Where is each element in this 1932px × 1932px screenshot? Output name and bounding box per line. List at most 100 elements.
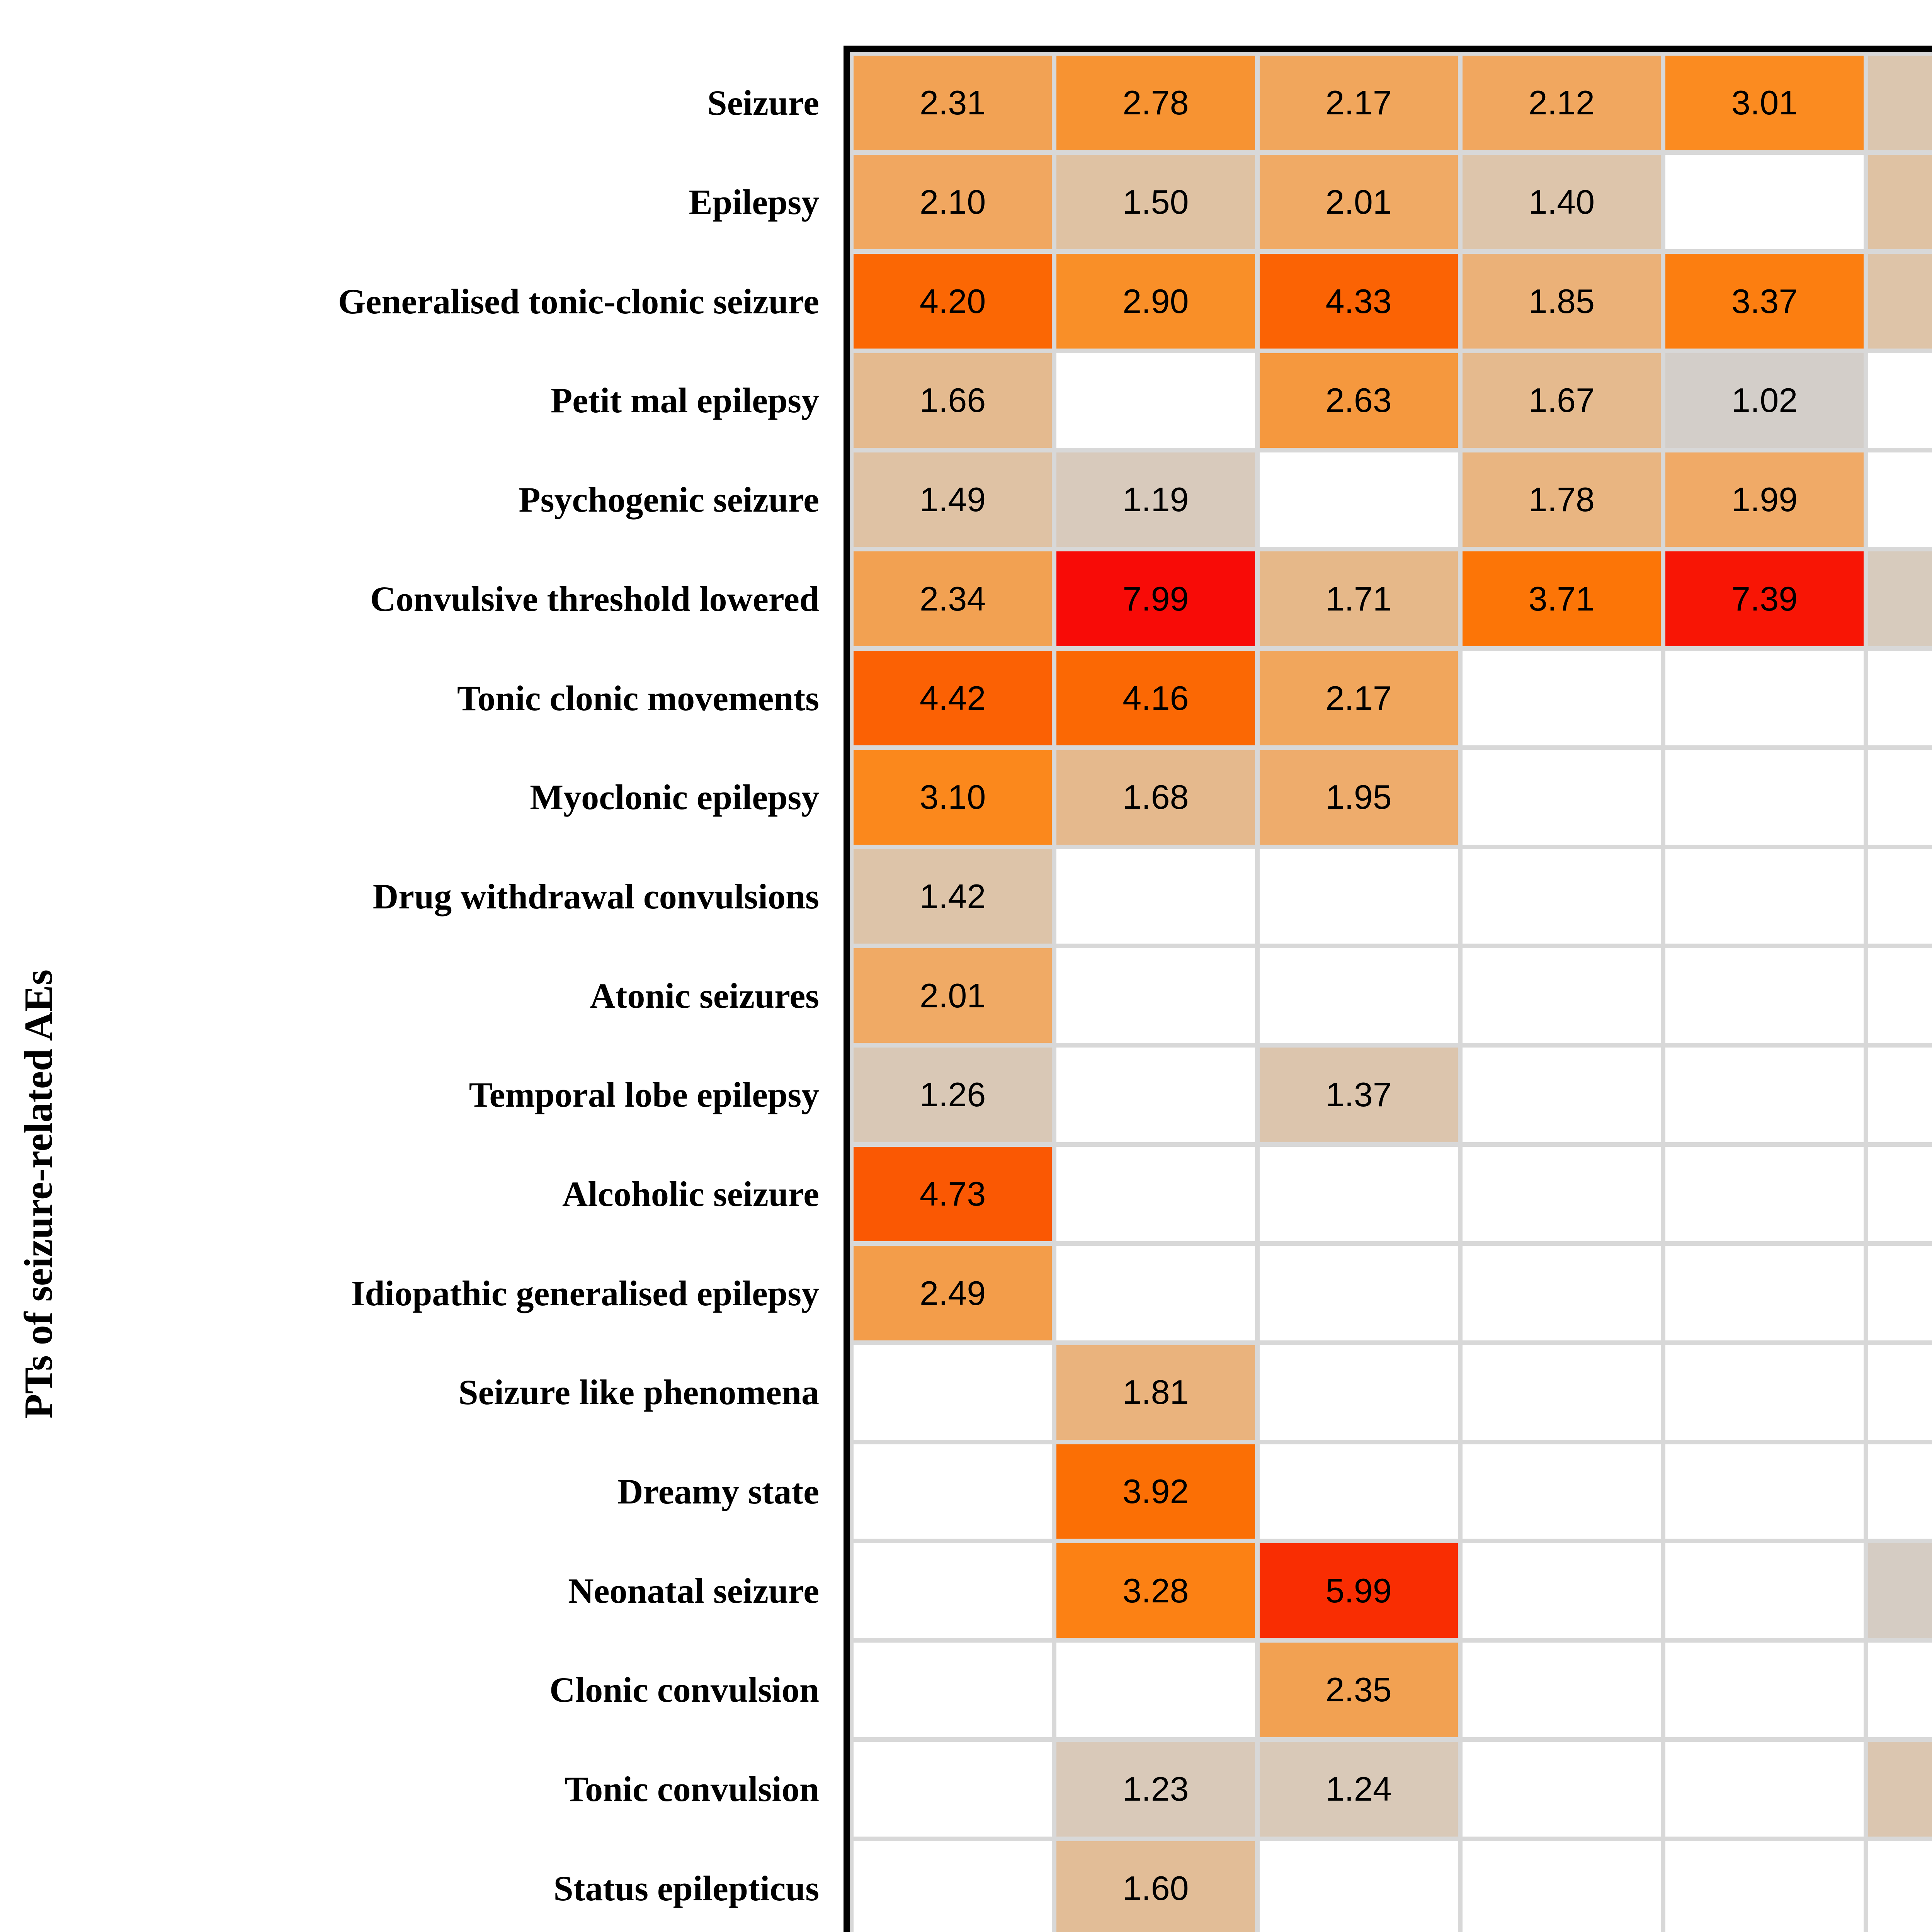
heatmap-cell: 2.17 [1260,651,1458,745]
y-axis-label: Petit mal epilepsy [23,377,819,423]
heatmap-cell [1260,849,1458,944]
heatmap-cell: 2.12 [1463,56,1661,150]
heatmap-cell [1665,1742,1864,1837]
heatmap-cell [1665,1543,1864,1638]
heatmap-figure: { "chart_data": { "type": "heatmap", "ti… [0,0,1932,1932]
heatmap-cell [1260,452,1458,547]
y-axis-label: Tonic clonic movements [23,675,819,721]
heatmap-cell: 2.35 [1260,1643,1458,1737]
heatmap-cell: 1.95 [1260,750,1458,845]
heatmap-cell: 2.31 [854,56,1052,150]
heatmap-cell [1463,1345,1661,1440]
y-axis-label: Dreamy state [23,1468,819,1515]
heatmap-cell: 1.10 [1868,1543,1932,1638]
heatmap-cell: 2.78 [1056,56,1255,150]
heatmap-cell: 1.85 [1463,254,1661,349]
heatmap-cell: 3.37 [1665,254,1864,349]
heatmap-cell: 1.34 [1868,1742,1932,1837]
heatmap-cell [1665,750,1864,845]
heatmap-cell [1868,1246,1932,1340]
heatmap-cell: 1.35 [1868,56,1932,150]
heatmap-cell [1260,1147,1458,1242]
heatmap-cell: 1.71 [1260,551,1458,646]
y-axis-label: Myoclonic epilepsy [23,774,819,820]
heatmap-cell [1463,1742,1661,1837]
y-axis-label: Status epilepticus [23,1865,819,1912]
heatmap-cell: 5.99 [1260,1543,1458,1638]
heatmap-cell [854,1742,1052,1837]
heatmap-cell [1056,1048,1255,1142]
heatmap-cell: 1.23 [1056,1742,1255,1837]
heatmap-cell: 4.33 [1260,254,1458,349]
heatmap-cell: 4.20 [854,254,1052,349]
heatmap-cell [1260,948,1458,1043]
heatmap-cell [1463,750,1661,845]
heatmap-cell: 2.01 [1260,155,1458,250]
heatmap-cell [1665,1147,1864,1242]
heatmap-cell [1868,1048,1932,1142]
heatmap-cell: 2.90 [1056,254,1255,349]
heatmap-cell: 3.28 [1056,1543,1255,1638]
heatmap-cell: 1.40 [1463,155,1661,250]
heatmap-cell: 7.99 [1056,551,1255,646]
y-axis-label: Seizure [23,80,819,126]
heatmap-cell [1665,948,1864,1043]
heatmap-cell: 2.63 [1260,353,1458,448]
heatmap-cell [1463,1643,1661,1737]
heatmap-grid: 2.312.782.172.123.011.351.571.482.101.50… [850,52,1932,1932]
heatmap-cell: 3.92 [1056,1444,1255,1539]
heatmap-cell: 1.78 [1463,452,1661,547]
y-axis-label: Psychogenic seizure [23,476,819,523]
heatmap-cell [1056,849,1255,944]
y-axis-label: Tonic convulsion [23,1766,819,1812]
heatmap-cell [854,1444,1052,1539]
y-axis-label: Neonatal seizure [23,1568,819,1614]
heatmap-cell: 3.71 [1463,551,1661,646]
heatmap-cell [1260,1246,1458,1340]
heatmap-cell [1056,1147,1255,1242]
heatmap-cell: 1.44 [1868,254,1932,349]
heatmap-cell [1463,1246,1661,1340]
heatmap-cell [1463,1444,1661,1539]
heatmap-cell: 2.01 [854,948,1052,1043]
heatmap-cell: 4.73 [854,1147,1052,1242]
heatmap-cell: 1.02 [1665,353,1864,448]
heatmap-cell [1463,1048,1661,1142]
heatmap-cell [854,1345,1052,1440]
heatmap-cell [1463,948,1661,1043]
heatmap-cell [1463,849,1661,944]
heatmap-cell [1868,1643,1932,1737]
heatmap-cell [1665,1643,1864,1737]
y-axis-label: Idiopathic generalised epilepsy [23,1270,819,1316]
heatmap-cell [1868,353,1932,448]
heatmap-cell [1868,849,1932,944]
heatmap-cell: 1.60 [1056,1841,1255,1932]
y-axis-label: Temporal lobe epilepsy [23,1071,819,1118]
heatmap-cell [1868,1841,1932,1932]
y-axis-label: Convulsive threshold lowered [23,576,819,622]
heatmap-cell [1260,1841,1458,1932]
heatmap-cell [1665,849,1864,944]
heatmap-cell [1665,1246,1864,1340]
heatmap-cell: 1.26 [854,1048,1052,1142]
y-axis-label: Epilepsy [23,179,819,225]
heatmap-cell [1868,1147,1932,1242]
heatmap-cell [1665,155,1864,250]
heatmap-cell [1665,1048,1864,1142]
heatmap-cell: 3.10 [854,750,1052,845]
heatmap-cell: 1.49 [854,452,1052,547]
heatmap-cell [1868,948,1932,1043]
heatmap-cell [1463,1147,1661,1242]
heatmap-cell: 1.19 [1056,452,1255,547]
heatmap-cell [1260,1444,1458,1539]
heatmap-cell [854,1643,1052,1737]
heatmap-cell [1665,651,1864,745]
heatmap-cell [1056,353,1255,448]
heatmap-cell [1868,750,1932,845]
heatmap-cell [1665,1345,1864,1440]
heatmap-cell: 4.16 [1056,651,1255,745]
heatmap-cell: 1.50 [1056,155,1255,250]
heatmap-cell [1056,1643,1255,1737]
heatmap-cell: 1.68 [1056,750,1255,845]
y-axis-label: Drug withdrawal convulsions [23,873,819,920]
